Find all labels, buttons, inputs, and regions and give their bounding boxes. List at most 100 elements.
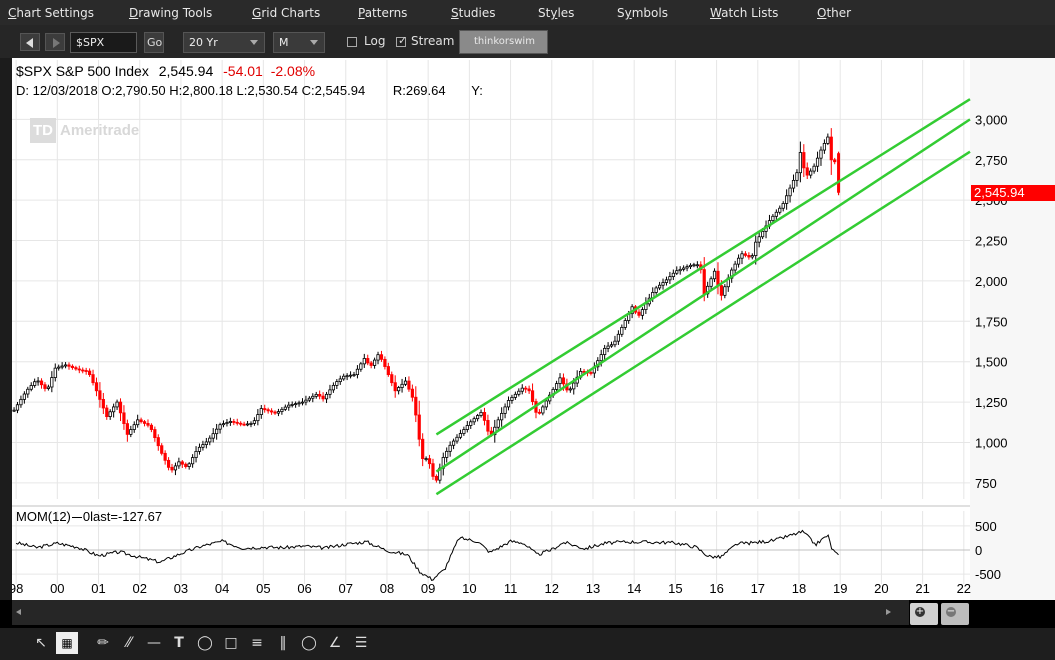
candle-body [661, 282, 665, 286]
drawing-toolbar [0, 628, 1055, 660]
candle-body [479, 411, 483, 416]
x-tick-label: 18 [792, 581, 806, 596]
menu-item-watch-lists[interactable]: Watch Lists [710, 6, 779, 20]
chevron-down-icon [310, 40, 318, 45]
candle-body [170, 466, 174, 471]
candle-body [139, 419, 143, 423]
x-tick-label: 00 [50, 581, 64, 596]
candle-body [785, 195, 789, 204]
candle-body [300, 401, 305, 404]
x-tick-label: 01 [91, 581, 105, 596]
candle-body [654, 287, 658, 293]
candle-body [754, 241, 758, 257]
zoom-in-button[interactable]: + [910, 603, 938, 625]
menu-item-grid-charts[interactable]: Grid Charts [252, 6, 321, 20]
candle-body [359, 363, 363, 370]
candle-body [125, 423, 129, 435]
zoom-out-button[interactable]: − [941, 603, 969, 625]
rectangle-icon[interactable]: □ [224, 635, 238, 651]
fibonacci-icon[interactable]: ≡ [251, 635, 263, 651]
cursor-icon[interactable]: ↖ [35, 635, 47, 651]
chart-area[interactable]: 7501,0001,2501,5001,7502,0002,2502,5002,… [12, 58, 1055, 600]
parallel-lines-icon[interactable]: ⁄⁄ [126, 635, 132, 651]
horizontal-line-icon[interactable]: — [147, 635, 161, 651]
candle-body [541, 406, 545, 414]
menu-item-chart-settings[interactable]: Chart Settings [8, 6, 95, 20]
candle-body [197, 446, 202, 452]
candle-body [403, 380, 408, 385]
y-tick-label: 1,250 [975, 395, 1008, 410]
candle-body [733, 263, 737, 271]
horizontal-scrollbar[interactable] [12, 600, 909, 625]
candle-body [318, 393, 322, 397]
candle-body [747, 254, 751, 258]
candle-body [761, 230, 765, 238]
menu-item-ymbols[interactable]: Symbols [617, 6, 668, 20]
back-button[interactable] [20, 33, 40, 51]
candle-body [805, 167, 809, 176]
menu-item-studies[interactable]: Studies [451, 6, 496, 20]
menu-item-patterns[interactable]: Patterns [358, 6, 408, 20]
candle-body [424, 458, 428, 461]
log-checkbox[interactable] [347, 37, 357, 47]
candle-body [554, 383, 559, 390]
go-button[interactable]: Go [144, 32, 164, 53]
candle-body [410, 388, 414, 398]
candle-body [225, 422, 229, 425]
candle-body [266, 409, 270, 412]
candle-body [149, 424, 154, 430]
pencil-icon[interactable]: ✏ [97, 635, 109, 651]
log-label: Log [364, 34, 386, 48]
menu-item-other[interactable]: Other [817, 6, 852, 20]
candle-body [81, 369, 85, 372]
candle-body [620, 327, 624, 335]
crosshair-icon[interactable]: ▦ [56, 632, 78, 654]
fan-icon[interactable]: ∠ [328, 635, 342, 651]
candle-body [472, 418, 476, 423]
regression-channel-line [435, 98, 971, 436]
y-tick-label: 2,250 [975, 234, 1008, 249]
candle-body [778, 207, 782, 213]
candle-body [393, 382, 397, 392]
comment-icon[interactable]: ◯ [301, 635, 317, 651]
candle-body [448, 444, 452, 452]
left-edge-strip [0, 58, 12, 600]
x-tick-label: 07 [339, 581, 353, 596]
menu-lines-icon[interactable]: ☰ [354, 635, 368, 651]
pct-change: -2.08% [270, 63, 316, 79]
candle-body [657, 284, 662, 289]
candle-body [609, 344, 614, 347]
candle-body [465, 425, 469, 430]
menu-item-yles[interactable]: Styles [538, 6, 575, 20]
x-tick-label: 09 [421, 581, 435, 596]
date-value: 12/03/2018 [32, 83, 98, 98]
vertical-lines-icon[interactable]: ‖ [279, 635, 287, 651]
x-tick-label: 03 [174, 581, 188, 596]
period-select[interactable]: 20 Yr [183, 32, 265, 53]
stream-checkbox[interactable]: ✓ [396, 34, 407, 47]
open-value: 2,790.50 [115, 83, 166, 98]
candle-body [290, 403, 294, 406]
thinkorswim-logo: thinkorswim [459, 30, 548, 54]
momentum-line [15, 529, 839, 582]
candle-body [826, 136, 830, 144]
candle-body [70, 365, 75, 369]
candle-body [812, 165, 816, 172]
symbol-input[interactable]: $SPX [70, 32, 137, 53]
aggregation-select[interactable]: M [273, 32, 325, 53]
x-tick-label: 14 [627, 581, 641, 596]
candle-body [774, 211, 778, 217]
scroll-left-icon[interactable] [16, 609, 21, 615]
scroll-right-icon[interactable] [886, 609, 891, 615]
ellipse-icon[interactable]: ◯ [197, 635, 213, 651]
menu-item-drawing-tools[interactable]: Drawing Tools [129, 6, 213, 20]
candle-body [307, 397, 311, 401]
candle-body [486, 419, 490, 432]
forward-button[interactable] [45, 33, 65, 51]
candle-body [809, 170, 813, 176]
candle-body [603, 347, 607, 355]
candle-body [372, 359, 377, 366]
candle-body [328, 389, 332, 395]
period-value: 20 Yr [189, 36, 218, 49]
text-tool-icon[interactable]: T [174, 635, 184, 651]
